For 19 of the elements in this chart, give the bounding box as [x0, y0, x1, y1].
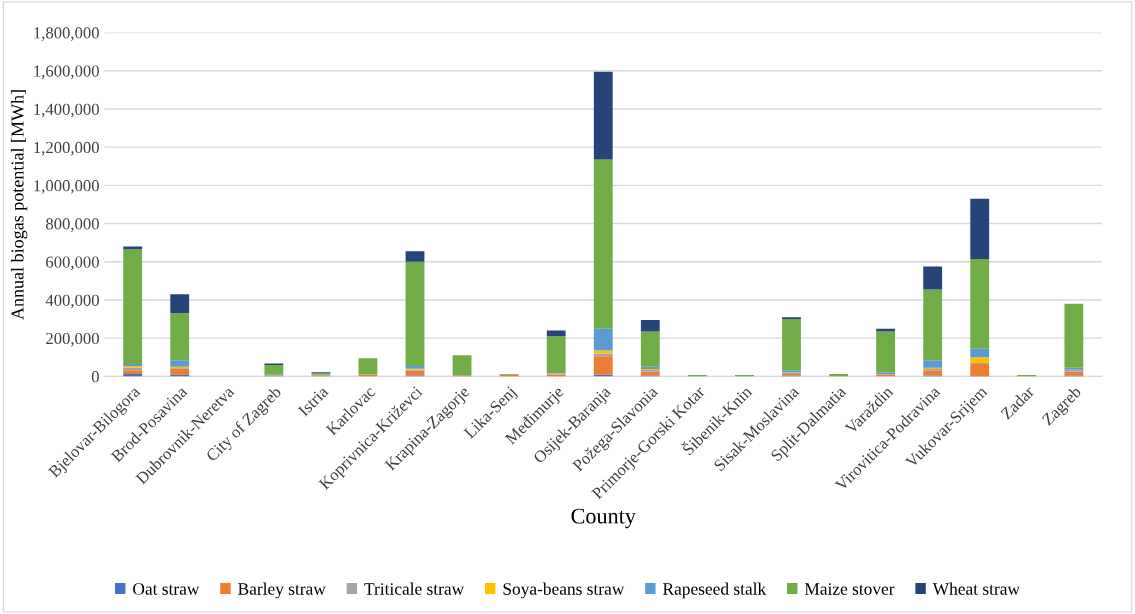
y-tick-label: 400,000 [45, 294, 99, 309]
legend-label: Barley straw [238, 582, 326, 599]
y-tick-label: 800,000 [46, 218, 99, 232]
y-tick-label: 600,000 [46, 256, 99, 271]
y-tick-label: 1,000,000 [34, 180, 99, 194]
x-axis-title: County [571, 508, 636, 529]
y-tick-label: 0 [91, 371, 99, 383]
legend-label: Soya-beans straw [503, 582, 625, 599]
y-axis-title: Annual biogas potential [MWh] [10, 90, 28, 320]
y-tick-label: 200,000 [46, 332, 99, 347]
legend-label: Oat straw [133, 583, 200, 595]
y-tick-label: 1,200,000 [34, 141, 99, 156]
y-tick-label: 1,400,000 [34, 103, 99, 118]
legend-label: Wheat straw [932, 582, 1020, 595]
legend-label: Triticale straw [364, 582, 465, 595]
y-tick-label: 1,600,000 [34, 65, 99, 80]
legend-label: Rapeseed stalk [663, 582, 767, 599]
y-tick-label: 1,800,000 [34, 27, 99, 41]
legend-label: Maize stover [804, 583, 895, 595]
